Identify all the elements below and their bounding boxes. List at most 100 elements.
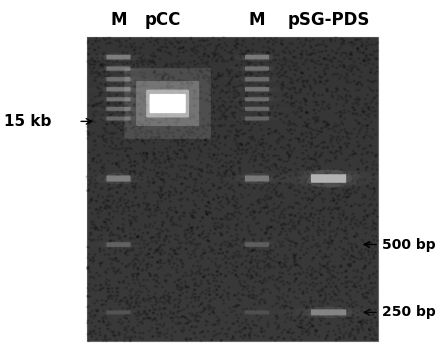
Circle shape [327,268,329,270]
Circle shape [360,128,362,129]
Circle shape [367,292,369,294]
Circle shape [307,248,308,250]
Circle shape [202,238,204,239]
Circle shape [307,93,309,95]
Circle shape [274,149,276,150]
Circle shape [264,261,266,263]
Circle shape [126,62,128,64]
Bar [87,88,378,98]
Circle shape [94,61,96,62]
Circle shape [249,121,251,122]
Circle shape [254,245,256,246]
Circle shape [371,293,373,295]
Circle shape [321,198,323,199]
Circle shape [230,148,232,150]
Ellipse shape [96,173,141,184]
Circle shape [374,51,375,52]
Circle shape [219,92,221,94]
Circle shape [198,145,199,147]
Circle shape [286,161,287,162]
Circle shape [91,227,93,228]
Circle shape [320,131,321,132]
Circle shape [227,219,228,221]
Circle shape [244,286,246,287]
Circle shape [182,331,184,333]
Circle shape [290,337,292,338]
Circle shape [170,218,172,219]
Circle shape [87,295,89,297]
Circle shape [280,231,282,232]
Circle shape [104,39,106,41]
Circle shape [199,236,201,237]
Circle shape [275,175,277,177]
Circle shape [289,301,291,303]
Circle shape [361,159,363,161]
Circle shape [268,211,270,212]
Circle shape [277,105,279,106]
Circle shape [112,202,114,204]
Circle shape [215,50,216,51]
Circle shape [343,105,345,106]
Circle shape [242,323,244,324]
Circle shape [200,312,202,313]
Circle shape [342,248,344,250]
Circle shape [118,165,120,166]
Circle shape [203,277,205,278]
Circle shape [152,336,153,337]
Circle shape [312,307,314,309]
Circle shape [101,166,103,167]
Circle shape [346,270,347,271]
Circle shape [234,41,236,42]
Ellipse shape [103,96,134,102]
Circle shape [369,330,371,331]
Circle shape [240,256,242,257]
Circle shape [126,328,127,330]
Circle shape [169,124,170,126]
Circle shape [155,64,156,65]
Circle shape [294,339,296,340]
Circle shape [364,195,366,196]
Circle shape [367,125,368,126]
Circle shape [237,161,239,162]
Circle shape [306,59,308,60]
Circle shape [110,97,112,99]
Circle shape [182,92,184,94]
Circle shape [255,273,257,274]
Circle shape [122,224,124,225]
Circle shape [280,276,282,278]
Circle shape [107,76,109,77]
Circle shape [372,314,374,315]
Circle shape [116,211,118,212]
Circle shape [371,326,372,327]
Circle shape [326,105,328,107]
Circle shape [224,244,226,246]
Circle shape [162,302,164,303]
Circle shape [335,151,337,152]
Circle shape [228,258,230,259]
Circle shape [107,219,109,220]
Circle shape [126,105,128,107]
Circle shape [363,52,364,53]
Circle shape [326,89,328,90]
Circle shape [232,161,234,163]
Circle shape [360,63,362,64]
Circle shape [260,317,262,318]
Circle shape [124,253,126,255]
Circle shape [247,313,249,315]
Circle shape [191,233,193,235]
Circle shape [229,106,231,107]
Circle shape [352,328,354,330]
Circle shape [323,147,325,148]
Circle shape [87,268,89,270]
Circle shape [278,132,280,134]
Circle shape [118,40,119,41]
Circle shape [126,52,127,54]
Circle shape [93,260,95,261]
Circle shape [164,51,166,52]
Ellipse shape [96,76,141,83]
Circle shape [355,102,357,104]
Circle shape [171,339,173,341]
Circle shape [186,96,188,97]
Circle shape [289,89,291,90]
Circle shape [215,87,216,89]
